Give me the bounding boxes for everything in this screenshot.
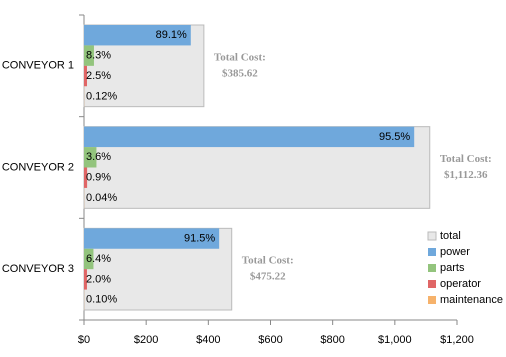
value-label: 2.0% <box>86 273 111 285</box>
x-tick-label: $1,000 <box>378 334 412 346</box>
bar <box>84 167 88 188</box>
legend-label: maintenance <box>440 294 503 306</box>
legend-swatch <box>428 248 436 256</box>
bar <box>84 25 191 46</box>
total-label: Total Cost: <box>440 153 492 165</box>
value-label: 3.6% <box>86 151 111 163</box>
x-tick-label: $200 <box>134 334 158 346</box>
value-label: 0.10% <box>86 294 117 306</box>
legend-swatch <box>428 264 436 272</box>
value-label: 0.12% <box>86 90 117 102</box>
value-label: 95.5% <box>379 131 410 143</box>
value-label: 2.5% <box>86 70 111 82</box>
category-label: CONVEYOR 2 <box>2 161 74 173</box>
value-label: 91.5% <box>184 232 215 244</box>
legend-label: parts <box>440 262 465 274</box>
legend-swatch <box>427 231 437 241</box>
bar <box>84 248 94 270</box>
value-label: 0.04% <box>86 192 117 204</box>
value-label: 0.9% <box>86 172 111 184</box>
x-tick-label: $1,200 <box>440 334 474 346</box>
legend-label: total <box>440 230 461 242</box>
legend-label: operator <box>440 278 481 290</box>
x-tick-label: $400 <box>196 334 220 346</box>
category-label: CONVEYOR 3 <box>2 263 74 275</box>
bar <box>84 269 87 290</box>
bar <box>84 65 87 87</box>
x-tick-label: $0 <box>78 334 90 346</box>
category-label: CONVEYOR 1 <box>2 60 74 72</box>
total-label: Total Cost: <box>214 51 266 63</box>
bar <box>84 147 97 168</box>
total-label: Total Cost: <box>242 255 294 267</box>
value-label: 6.4% <box>86 253 111 265</box>
total-value-label: $1,112.36 <box>444 169 488 181</box>
legend-swatch <box>428 280 436 288</box>
legend-swatch <box>428 296 436 304</box>
value-label: 8.3% <box>86 50 111 62</box>
bar <box>84 45 94 66</box>
x-tick-label: $800 <box>320 334 344 346</box>
total-value-label: $385.62 <box>222 67 258 79</box>
value-label: 89.1% <box>156 29 187 41</box>
legend-label: power <box>440 246 470 258</box>
bar <box>84 126 415 148</box>
bar <box>84 228 220 249</box>
x-tick-label: $600 <box>258 334 282 346</box>
total-value-label: $475.22 <box>250 271 286 283</box>
